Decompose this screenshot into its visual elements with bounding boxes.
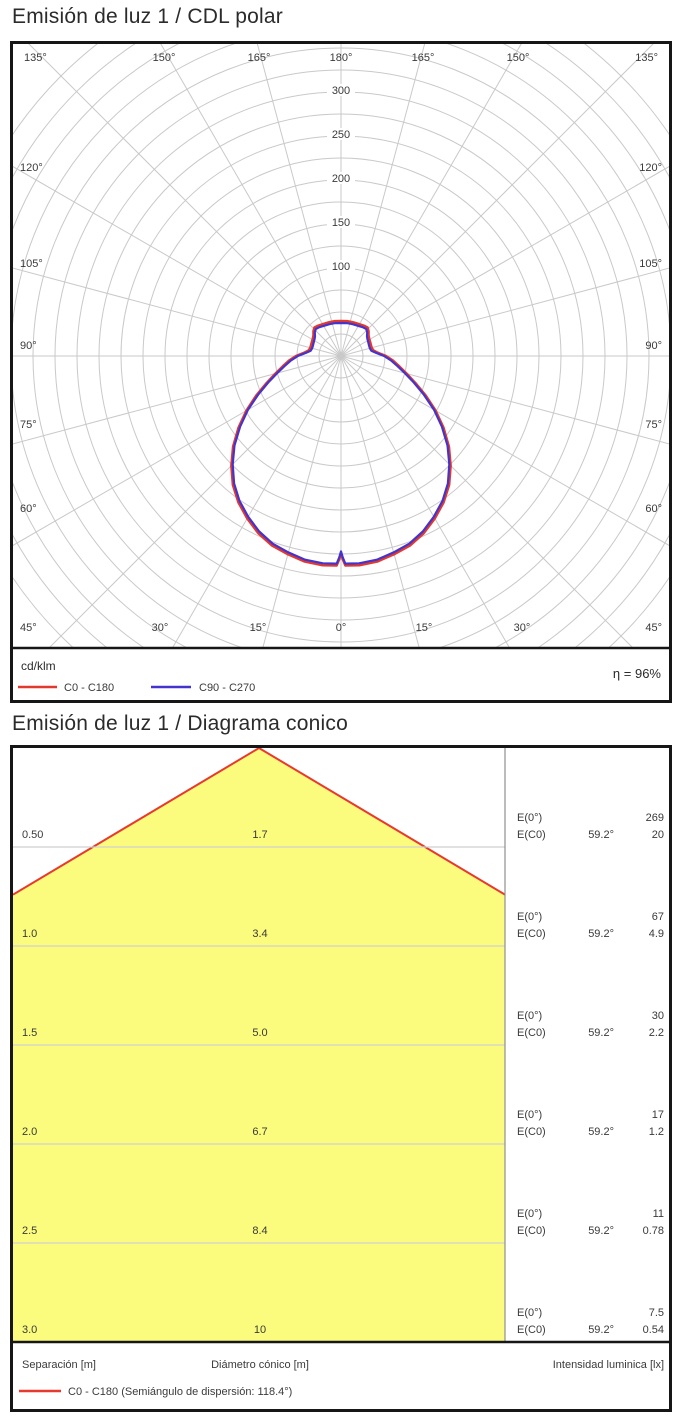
ec0-value: 20: [652, 829, 664, 841]
angle-label-left: 60°: [20, 503, 37, 515]
angle-label-right: 120°: [639, 162, 662, 174]
angle-label-right: 75°: [645, 419, 662, 431]
radial-tick-label: 200: [332, 173, 350, 185]
separation-column-header: Separación [m]: [22, 1359, 96, 1371]
cone-diameter-value: 3.4: [252, 928, 267, 940]
ec0-value: 0.54: [643, 1324, 664, 1336]
cone-diameter-value: 6.7: [252, 1126, 267, 1138]
radial-tick-label: 150: [332, 217, 350, 229]
diameter-column-header: Diámetro cónico [m]: [211, 1359, 309, 1371]
angle-label-left: 120°: [20, 162, 43, 174]
e0-label: E(0°): [517, 812, 542, 824]
ec0-value: 2.2: [649, 1027, 664, 1039]
separation-value: 1.0: [22, 928, 37, 940]
e0-value: 67: [652, 911, 664, 923]
e0-value: 30: [652, 1010, 664, 1022]
angle-label-top: 165°: [248, 52, 271, 64]
efficiency-value: η = 96%: [613, 666, 662, 681]
e0-label: E(0°): [517, 1307, 542, 1319]
curve-c90-c270: [231, 321, 451, 565]
cone-diameter-value: 5.0: [252, 1027, 267, 1039]
e0-value: 269: [646, 812, 664, 824]
polar-chart-title: Emisión de luz 1 / CDL polar: [12, 5, 283, 28]
angle-label-left: 90°: [20, 340, 37, 352]
angle-label-right: 60°: [645, 503, 662, 515]
e0-label: E(0°): [517, 1010, 542, 1022]
angle-label-bottom: 15°: [416, 622, 433, 634]
separation-value: 2.0: [22, 1126, 37, 1138]
cone-chart-title: Emisión de luz 1 / Diagrama conico: [12, 712, 348, 735]
e0-value: 11: [653, 1208, 664, 1220]
separation-value: 0.50: [22, 829, 43, 841]
angle-label-right: 45°: [645, 622, 662, 634]
radial-tick-label: 100: [332, 261, 350, 273]
cone-diameter-value: 10: [254, 1324, 266, 1336]
ec0-label: E(C0): [517, 829, 546, 841]
e0-label: E(0°): [517, 1208, 542, 1220]
separation-value: 1.5: [22, 1027, 37, 1039]
radial-tick-label: 300: [332, 85, 350, 97]
beam-angle-value: 59.2°: [588, 1027, 614, 1039]
cone-edge-left: [13, 748, 260, 896]
polar-diagram: 100 150 200 250 300 135° 150° 165° 180° 165° 150° 1…: [13, 44, 669, 700]
angle-label-left: 45°: [20, 622, 37, 634]
angle-label-top: 135°: [635, 52, 658, 64]
separation-value: 2.5: [22, 1225, 37, 1237]
beam-angle-value: 59.2°: [588, 1225, 614, 1237]
angle-label-bottom: 30°: [514, 622, 531, 634]
intensity-column-header: Intensidad luminica [lx]: [553, 1359, 664, 1371]
beam-angle-value: 59.2°: [588, 928, 614, 940]
cone-diameter-value: 1.7: [252, 829, 267, 841]
cone-diagram: 0.50 1.7 E(0°) 269 E(C0) 59.2° 20 1.0 3.4 E(0°) 67…: [13, 748, 669, 1409]
angle-label-right: 90°: [645, 340, 662, 352]
ec0-value: 0.78: [643, 1225, 664, 1237]
ec0-label: E(C0): [517, 1027, 546, 1039]
ec0-value: 4.9: [649, 928, 664, 940]
ec0-label: E(C0): [517, 1324, 546, 1336]
angle-label-top: 150°: [507, 52, 530, 64]
legend-label-c90-c270: C90 - C270: [199, 682, 255, 694]
cone-legend-label: C0 - C180 (Semiángulo de dispersión: 118…: [68, 1386, 292, 1398]
angle-label-bottom: 0°: [336, 622, 347, 634]
angle-label-top: 135°: [24, 52, 47, 64]
angle-label-top: 150°: [153, 52, 176, 64]
angle-label-right: 105°: [639, 258, 662, 270]
legend-label-c0-c180: C0 - C180: [64, 682, 114, 694]
angle-label-bottom: 30°: [152, 622, 169, 634]
polar-grid: [13, 44, 669, 648]
cone-edge-right: [258, 748, 506, 896]
angle-label-bottom: 15°: [250, 622, 267, 634]
e0-label: E(0°): [517, 1109, 542, 1121]
cone-diagram-panel: 0.50 1.7 E(0°) 269 E(C0) 59.2° 20 1.0 3.4 E(0°) 67…: [10, 745, 672, 1412]
ec0-label: E(C0): [517, 928, 546, 940]
cone-diameter-value: 8.4: [252, 1225, 267, 1237]
angle-label-left: 75°: [20, 419, 37, 431]
e0-value: 7.5: [649, 1307, 664, 1319]
angle-label-top: 165°: [412, 52, 435, 64]
separation-value: 3.0: [22, 1324, 37, 1336]
ec0-value: 1.2: [649, 1126, 664, 1138]
ec0-label: E(C0): [517, 1225, 546, 1237]
beam-angle-value: 59.2°: [588, 1324, 614, 1336]
radial-tick-label: 250: [332, 129, 350, 141]
e0-label: E(0°): [517, 911, 542, 923]
ec0-label: E(C0): [517, 1126, 546, 1138]
angle-label-top: 180°: [330, 52, 353, 64]
beam-angle-value: 59.2°: [588, 829, 614, 841]
units-label: cd/klm: [21, 659, 56, 673]
e0-value: 17: [652, 1109, 664, 1121]
polar-chart-panel: 100 150 200 250 300 135° 150° 165° 180° 165° 150° 1…: [10, 41, 672, 703]
angle-label-left: 105°: [20, 258, 43, 270]
beam-angle-value: 59.2°: [588, 1126, 614, 1138]
